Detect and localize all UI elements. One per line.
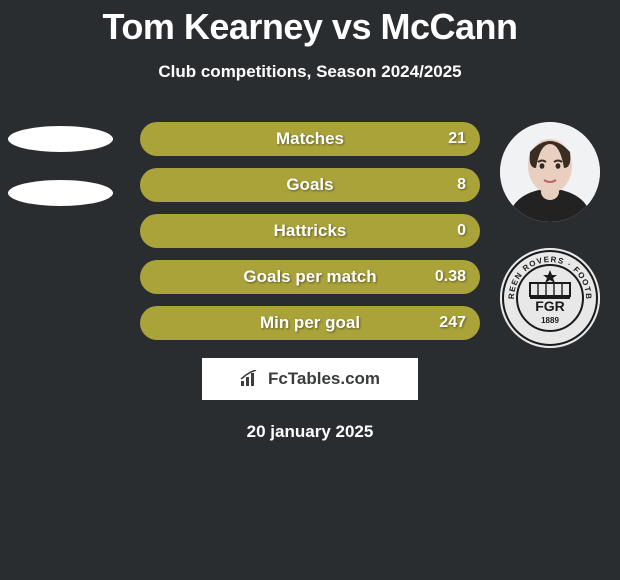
brand-text: FcTables.com <box>268 369 380 389</box>
stat-bars: Matches 21 Goals 8 Hattricks 0 Goals per… <box>140 122 480 340</box>
placeholder-ellipse <box>8 180 113 206</box>
page-title: Tom Kearney vs McCann <box>0 0 620 48</box>
right-player-column: FOREST GREEN ROVERS · FOOTBALL CLUB FGR … <box>500 122 600 374</box>
brand-attribution: FcTables.com <box>202 358 418 400</box>
stat-label: Matches <box>276 129 344 149</box>
club-badge-icon: FOREST GREEN ROVERS · FOOTBALL CLUB FGR … <box>500 248 600 348</box>
left-player-placeholder <box>8 126 113 234</box>
stat-value: 21 <box>448 130 466 148</box>
stat-row-hattricks: Hattricks 0 <box>140 214 480 248</box>
stat-label: Goals <box>286 175 333 195</box>
comparison-content: FOREST GREEN ROVERS · FOOTBALL CLUB FGR … <box>0 122 620 442</box>
date-stamp: 20 january 2025 <box>0 422 620 442</box>
svg-text:FGR: FGR <box>535 298 565 314</box>
stat-label: Hattricks <box>274 221 347 241</box>
stat-value: 0 <box>457 222 466 240</box>
bar-chart-icon <box>240 370 262 388</box>
stat-row-goals-per-match: Goals per match 0.38 <box>140 260 480 294</box>
player-avatar <box>500 122 600 222</box>
page-subtitle: Club competitions, Season 2024/2025 <box>0 62 620 82</box>
stat-row-min-per-goal: Min per goal 247 <box>140 306 480 340</box>
stat-value: 8 <box>457 176 466 194</box>
club-badge: FOREST GREEN ROVERS · FOOTBALL CLUB FGR … <box>500 248 600 348</box>
stat-value: 0.38 <box>435 268 466 286</box>
stat-value: 247 <box>439 314 466 332</box>
stat-row-matches: Matches 21 <box>140 122 480 156</box>
stat-label: Min per goal <box>260 313 360 333</box>
stat-label: Goals per match <box>243 267 376 287</box>
stat-row-goals: Goals 8 <box>140 168 480 202</box>
avatar-face-icon <box>500 122 600 222</box>
placeholder-ellipse <box>8 126 113 152</box>
svg-text:1889: 1889 <box>541 316 559 325</box>
